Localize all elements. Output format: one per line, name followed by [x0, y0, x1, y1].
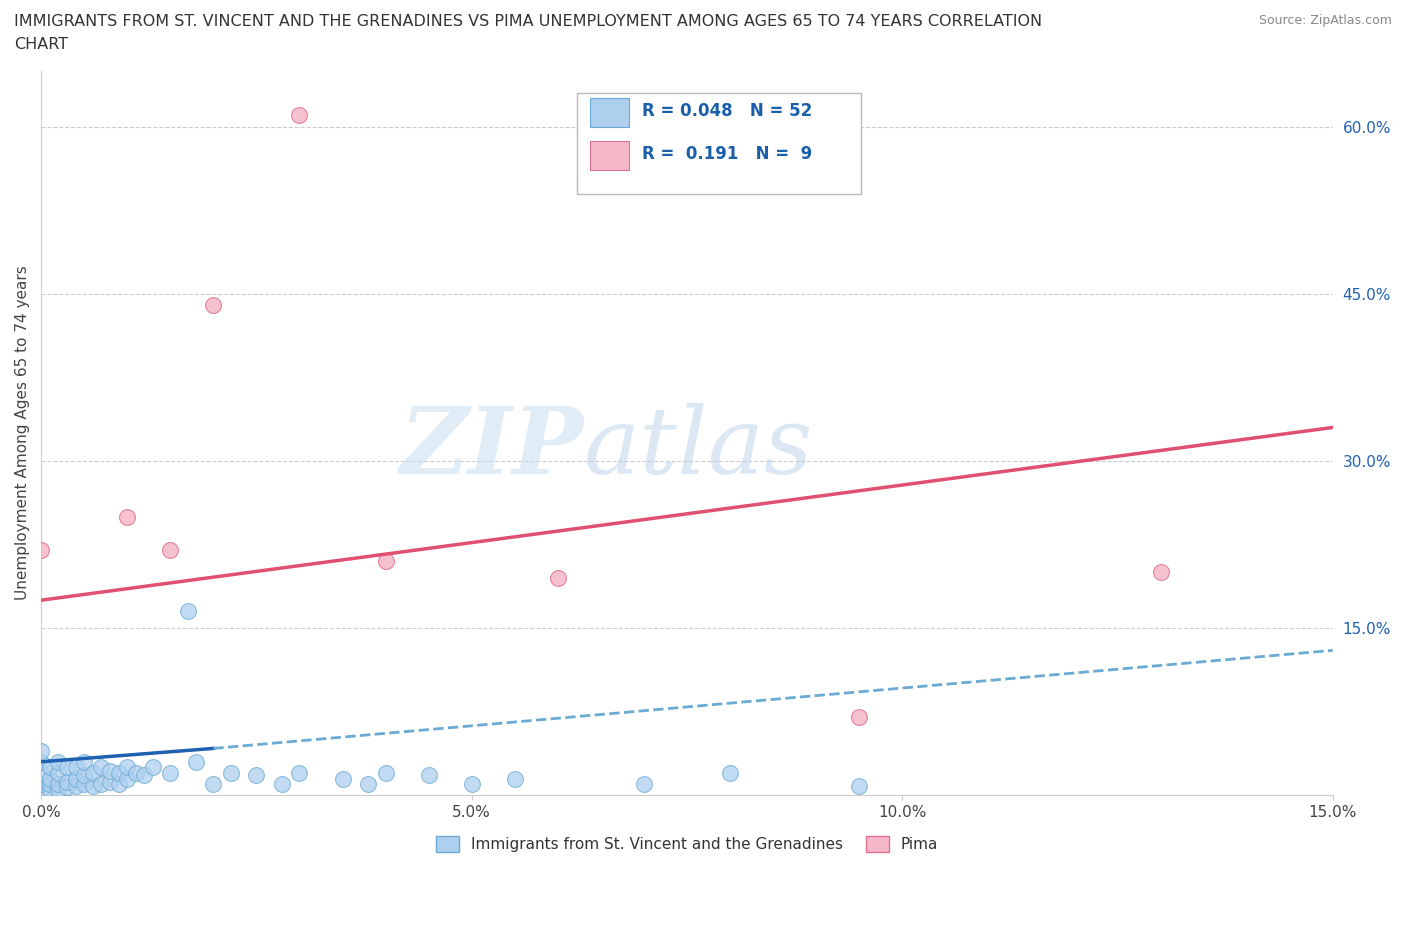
Legend: Immigrants from St. Vincent and the Grenadines, Pima: Immigrants from St. Vincent and the Gren… — [427, 829, 946, 860]
Point — [107, 765, 129, 780]
Point — [184, 754, 207, 769]
Point — [56, 775, 79, 790]
Point — [418, 768, 440, 783]
Point — [142, 760, 165, 775]
Point — [30, 777, 52, 791]
FancyBboxPatch shape — [591, 99, 628, 127]
Point — [503, 771, 526, 786]
Point — [90, 777, 112, 791]
Point — [30, 754, 52, 769]
Point — [1149, 565, 1171, 579]
Point — [245, 768, 267, 783]
Text: Source: ZipAtlas.com: Source: ZipAtlas.com — [1258, 14, 1392, 27]
Point — [90, 760, 112, 775]
Point — [125, 765, 148, 780]
Point — [56, 760, 79, 775]
Point — [288, 108, 311, 123]
Point — [332, 771, 354, 786]
Point — [115, 771, 138, 786]
Text: CHART: CHART — [14, 37, 67, 52]
Point — [848, 710, 870, 724]
Point — [30, 782, 52, 797]
Point — [56, 780, 79, 795]
Point — [30, 765, 52, 780]
Point — [82, 778, 104, 793]
FancyBboxPatch shape — [591, 141, 628, 170]
Point — [38, 771, 60, 786]
Point — [65, 778, 87, 793]
Point — [46, 782, 69, 797]
Point — [288, 765, 311, 780]
Point — [73, 777, 96, 791]
Point — [115, 760, 138, 775]
Point — [46, 777, 69, 791]
Point — [202, 777, 225, 791]
Point — [65, 760, 87, 775]
Y-axis label: Unemployment Among Ages 65 to 74 years: Unemployment Among Ages 65 to 74 years — [15, 266, 30, 601]
Point — [30, 542, 52, 557]
Text: R = 0.048   N = 52: R = 0.048 N = 52 — [641, 101, 813, 120]
Point — [82, 765, 104, 780]
Point — [374, 553, 396, 568]
Point — [134, 768, 156, 783]
Point — [65, 771, 87, 786]
Point — [159, 765, 181, 780]
Point — [30, 743, 52, 758]
Point — [633, 777, 655, 791]
Point — [73, 754, 96, 769]
Point — [357, 777, 380, 791]
Text: IMMIGRANTS FROM ST. VINCENT AND THE GRENADINES VS PIMA UNEMPLOYMENT AMONG AGES 6: IMMIGRANTS FROM ST. VINCENT AND THE GREN… — [14, 14, 1042, 29]
Point — [46, 754, 69, 769]
Point — [374, 765, 396, 780]
Point — [718, 765, 741, 780]
Point — [848, 778, 870, 793]
Point — [107, 777, 129, 791]
Text: ZIP: ZIP — [399, 403, 583, 493]
Point — [38, 760, 60, 775]
Point — [271, 777, 294, 791]
Point — [219, 765, 242, 780]
Point — [159, 542, 181, 557]
Point — [547, 570, 569, 585]
Point — [115, 509, 138, 524]
Point — [38, 782, 60, 797]
FancyBboxPatch shape — [576, 92, 862, 194]
Point — [460, 777, 482, 791]
Point — [73, 768, 96, 783]
Point — [98, 775, 121, 790]
Point — [202, 298, 225, 312]
Point — [38, 777, 60, 791]
Point — [98, 764, 121, 778]
Text: R =  0.191   N =  9: R = 0.191 N = 9 — [641, 145, 813, 163]
Point — [46, 765, 69, 780]
Point — [176, 604, 198, 618]
Text: atlas: atlas — [583, 403, 813, 493]
